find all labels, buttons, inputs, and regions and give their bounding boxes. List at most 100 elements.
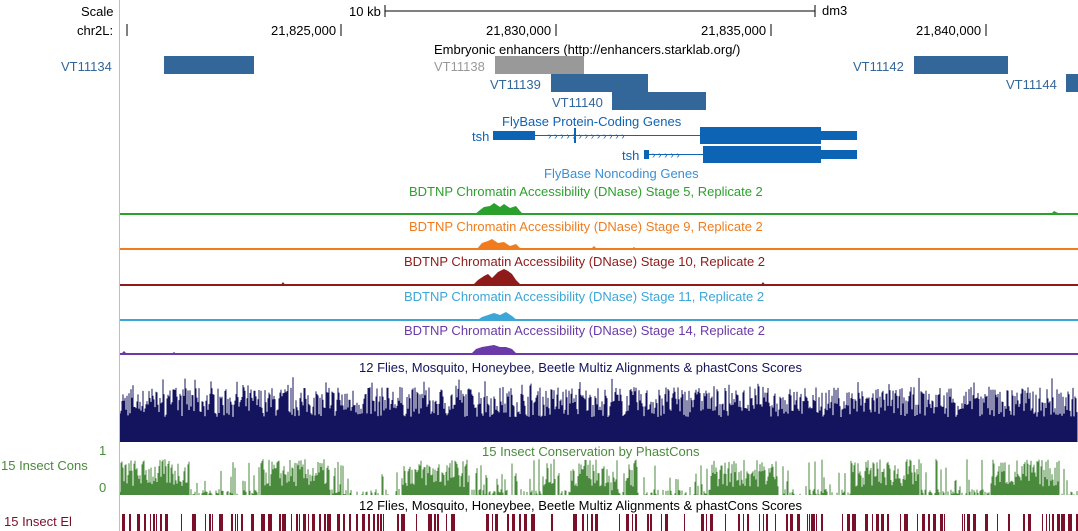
signal-baseline [120, 284, 1078, 286]
cons15-left-label[interactable]: 15 Insect Cons [1, 458, 88, 473]
enhancer-label[interactable]: VT11144 [1006, 77, 1057, 92]
conserved-element [1008, 514, 1010, 531]
enhancer-feature[interactable] [551, 74, 648, 92]
conserved-element [887, 514, 889, 531]
conserved-element [928, 514, 930, 531]
enhancer-feature[interactable] [914, 56, 1008, 74]
conserved-element [710, 514, 713, 531]
enhancer-label[interactable]: VT11138 [434, 59, 485, 74]
elements-track-title[interactable]: 12 Flies, Mosquito, Honeybee, Beetle Mul… [359, 498, 802, 513]
assembly-label: dm3 [822, 3, 848, 18]
signal-baseline [120, 353, 1078, 355]
conserved-element [268, 514, 272, 531]
conserved-element [380, 514, 382, 531]
conserved-element [964, 514, 965, 531]
enhancer-feature[interactable] [612, 92, 706, 110]
enhancer-feature[interactable] [1066, 74, 1078, 92]
conserved-element [192, 514, 196, 531]
conserved-element [337, 514, 340, 531]
conserved-element [842, 514, 843, 531]
conserved-element [282, 514, 286, 531]
elements-left-label[interactable]: 15 Insect El [4, 514, 72, 529]
conserved-element [1061, 514, 1065, 531]
conserved-element [212, 514, 213, 531]
enhancer-label[interactable]: VT11139 [490, 77, 541, 92]
enhancer-label[interactable]: VT11140 [552, 95, 603, 110]
conserved-element [362, 514, 365, 531]
multiz-track-title[interactable]: 12 Flies, Mosquito, Honeybee, Beetle Mul… [359, 360, 802, 375]
conserved-element [343, 514, 345, 531]
conserved-element [962, 514, 963, 531]
conserved-element [1046, 514, 1047, 531]
conserved-element [397, 514, 399, 531]
dnase-track-title[interactable]: BDTNP Chromatin Accessibility (DNase) St… [409, 219, 763, 234]
elements-track[interactable] [120, 514, 1078, 531]
conserved-element [231, 514, 233, 531]
enhancer-feature[interactable] [164, 56, 254, 74]
ruler[interactable] [0, 0, 1078, 45]
signal-peak [476, 239, 522, 250]
gene-track-title[interactable]: FlyBase Protein-Coding Genes [502, 114, 682, 129]
conserved-element [219, 514, 223, 531]
signal-baseline [120, 248, 1078, 250]
signal-baseline [120, 319, 1078, 321]
dnase-stage11-signal[interactable] [120, 305, 1078, 323]
element-blocks [122, 514, 1078, 531]
conserved-element [940, 514, 943, 531]
gene-tsh-1[interactable]: › › › › › › › › › › › › › [493, 127, 857, 144]
gene-models[interactable]: › › › › › › › › › › › › › › › › › › [0, 125, 1078, 165]
conserved-element [150, 514, 151, 531]
dnase-stage5-signal[interactable] [120, 198, 1078, 216]
conserved-element [1057, 514, 1060, 531]
enhancer-left-label[interactable]: VT11134 [61, 59, 112, 74]
gene-tsh-2[interactable]: › › › › › [644, 146, 857, 163]
signal-peak [590, 246, 638, 250]
exon-block [574, 128, 576, 143]
exon-block [700, 127, 821, 144]
enhancer-label[interactable]: VT11142 [853, 59, 904, 74]
utr-block [821, 131, 847, 140]
dnase-track-title[interactable]: BDTNP Chromatin Accessibility (DNase) St… [404, 289, 765, 304]
conserved-element [847, 514, 850, 531]
conserved-element [512, 514, 515, 531]
conserved-element [872, 514, 873, 531]
conserved-element [775, 514, 776, 531]
dnase-stage14-signal[interactable] [120, 337, 1078, 357]
dnase-stage9-signal[interactable] [120, 233, 1078, 251]
dnase-track-title[interactable]: BDTNP Chromatin Accessibility (DNase) St… [404, 323, 766, 338]
conserved-element [852, 514, 856, 531]
conserved-element [531, 514, 535, 531]
noncoding-track-title[interactable]: FlyBase Noncoding Genes [544, 166, 699, 181]
enhancer-track-title[interactable]: Embryonic enhancers (http://enhancers.st… [434, 42, 741, 57]
gene-label[interactable]: tsh [622, 148, 640, 163]
utr-block [493, 131, 535, 140]
strand-arrows: › › › › › [652, 150, 680, 161]
cons15-track-title[interactable]: 15 Insect Conservation by PhastCons [482, 444, 700, 459]
cons15-signal[interactable] [120, 458, 1078, 495]
conserved-element [743, 514, 744, 531]
conserved-element [807, 514, 808, 531]
conserved-element [401, 514, 405, 531]
conserved-element [904, 514, 908, 531]
dnase-track-title[interactable]: BDTNP Chromatin Accessibility (DNase) St… [409, 184, 763, 199]
conserved-element [1042, 514, 1043, 531]
dnase-track-title[interactable]: BDTNP Chromatin Accessibility (DNase) St… [404, 254, 766, 269]
conserved-element [1049, 514, 1050, 531]
conserved-element [759, 514, 760, 531]
conserved-element [591, 514, 593, 531]
conserved-element [766, 514, 768, 531]
conserved-element [809, 514, 810, 531]
conserved-element [486, 514, 489, 531]
enhancer-feature[interactable] [495, 56, 584, 74]
scale-label: Scale [81, 4, 114, 19]
gene-label[interactable]: tsh [472, 129, 490, 144]
conserved-element [876, 514, 879, 531]
conserved-element [308, 514, 309, 531]
ruler-position: 21,825,000 [271, 23, 337, 38]
dnase-stage10-signal[interactable] [120, 266, 1078, 287]
multiz-conservation-signal[interactable] [120, 375, 1078, 442]
conserved-element [811, 514, 815, 531]
conserved-element [241, 514, 243, 531]
conserved-element [144, 514, 146, 531]
